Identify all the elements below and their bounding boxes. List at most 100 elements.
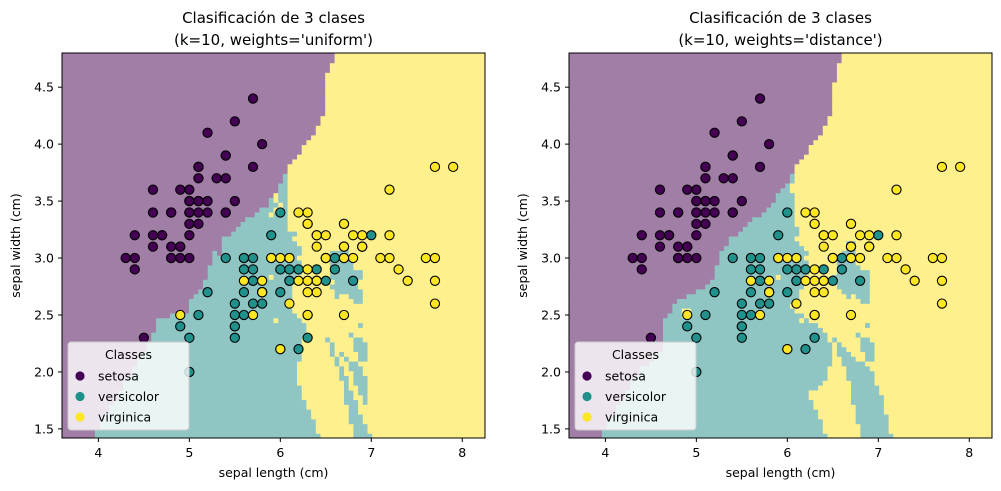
region-cell [94,134,101,141]
region-cell [221,57,228,64]
region-cell [348,423,354,429]
region-cell [273,404,279,410]
region-cell [292,168,298,174]
region-cell [113,130,119,136]
region-cell [62,67,68,73]
region-cell [226,356,232,362]
region-cell [188,130,195,136]
region-cell [198,231,204,237]
region-cell [329,370,336,377]
region-cell [165,303,171,309]
region-cell [76,81,82,88]
region-cell [306,173,312,179]
region-cell [174,303,181,309]
region-cell [264,284,270,290]
region-cell [334,375,340,381]
region-cell [99,168,105,174]
region-cell [320,423,326,429]
region-cell [231,182,237,189]
region-cell [282,168,289,174]
region-cell [174,130,181,136]
region-cell [123,216,129,223]
region-cell [297,389,303,396]
region-cell [207,192,213,198]
region-cell [109,433,115,438]
region-cell [76,91,82,97]
region-cell [315,428,322,434]
region-cell [80,264,87,271]
region-cell [66,154,72,160]
region-cell [118,274,124,280]
region-cell [123,81,129,88]
region-cell [278,67,284,73]
region-cell [193,115,199,121]
region-cell [325,341,331,348]
region-cell [311,399,317,405]
region-cell [325,356,331,362]
region-cell [203,433,209,438]
region-cell [264,202,270,208]
region-cell [278,81,284,88]
region-cell [250,293,256,300]
region-cell [207,86,213,93]
region-cell [245,370,251,377]
region-cell [240,351,246,357]
region-cell [165,192,171,198]
region-cell [198,264,204,271]
region-cell [170,86,176,93]
region-cell [264,163,270,170]
region-cell [226,240,232,247]
region-cell [287,91,293,97]
region-cell [109,428,115,434]
region-cell [287,182,293,189]
region-cell [127,134,134,141]
region-cell [221,187,228,194]
region-cell [301,149,307,155]
region-cell [315,91,322,97]
region-cell [292,293,298,300]
region-cell [315,110,322,117]
region-cell [160,274,166,280]
region-cell [344,303,350,309]
region-cell [329,298,336,304]
region-cell [231,284,237,290]
region-cell [329,279,336,285]
region-cell [62,375,68,381]
region-cell [62,327,68,333]
region-cell [240,284,246,290]
region-cell [240,197,246,203]
region-cell [207,154,213,160]
region-cell [165,298,171,304]
region-cell [113,274,119,280]
region-cell [198,101,204,107]
region-cell [146,433,152,438]
region-cell [207,332,213,338]
region-cell [221,375,228,381]
region-cell [325,423,331,429]
region-cell [250,361,256,367]
region-cell [99,327,105,333]
region-cell [137,317,143,324]
region-cell [344,361,350,367]
region-cell [193,327,199,333]
region-cell [329,125,336,131]
region-cell [348,130,354,136]
region-cell [221,361,228,367]
region-cell [66,62,72,69]
region-cell [137,197,143,203]
region-cell [137,202,143,208]
region-cell [146,139,152,146]
region-cell [141,96,148,102]
region-cell [315,216,322,223]
region-cell [160,317,166,324]
region-cell [287,216,293,223]
region-cell [99,250,105,256]
region-cell [329,259,336,266]
region-cell [203,394,209,401]
region-cell [311,202,317,208]
region-cell [66,240,72,247]
region-cell [329,81,336,88]
region-cell [297,288,303,295]
region-cell [282,361,289,367]
region-cell [179,207,185,213]
